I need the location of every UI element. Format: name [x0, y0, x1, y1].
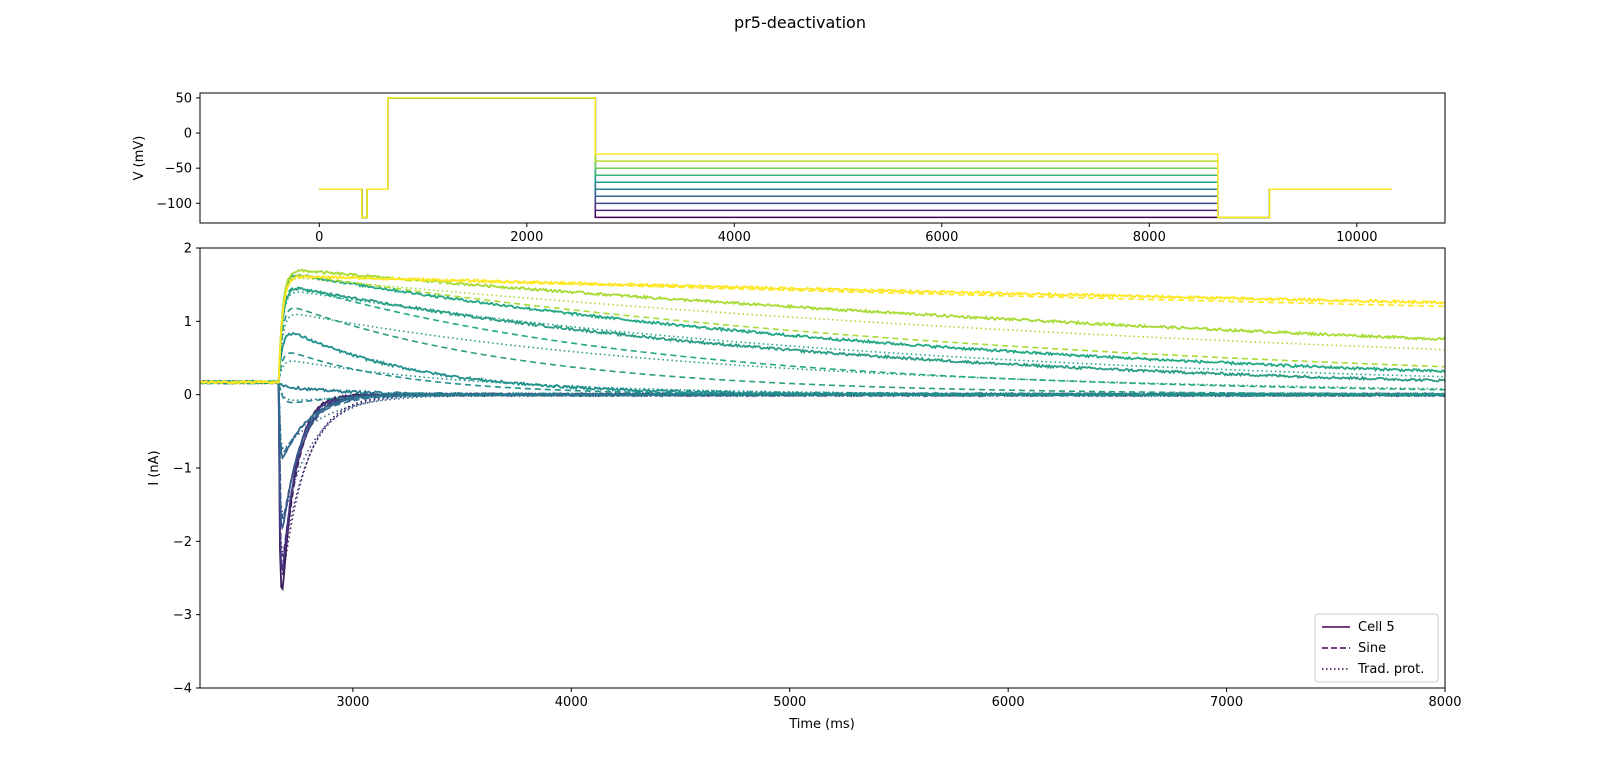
voltage-traces [319, 97, 1392, 219]
current-traces [200, 268, 1445, 592]
voltage-y-tick-label: −100 [156, 197, 192, 212]
sine-trace-3 [200, 381, 1445, 519]
voltage-y-axis-label: V (mV) [132, 136, 147, 181]
voltage-trace-7 [319, 97, 1392, 219]
trad-prot-trace-10 [200, 275, 1445, 383]
voltage-trace-1 [319, 97, 1392, 219]
voltage-trace-4 [319, 97, 1392, 219]
current-x-tick-label: 5000 [773, 695, 806, 710]
trad-prot-trace-4 [200, 381, 1445, 450]
cell-trace-8 [200, 273, 1445, 386]
current-axes-frame [199, 247, 1446, 689]
current-y-tick-label: 1 [184, 315, 192, 330]
current-y-tick-label: 2 [184, 242, 192, 257]
voltage-y-tick-label: 50 [175, 91, 192, 106]
current-x-tick-label: 4000 [555, 695, 588, 710]
cell-trace-2 [200, 379, 1445, 572]
current-x-ticks: 3000 4000 5000 6000 7000 8000 [336, 688, 1462, 710]
sine-trace-9 [200, 274, 1445, 383]
cell-trace-6 [200, 331, 1445, 398]
current-y-ticks: 2 1 0 −1 −2 −3 −4 [173, 242, 200, 697]
trad-prot-trace-2 [200, 381, 1445, 557]
current-y-tick-label: −4 [173, 682, 192, 697]
voltage-panel: 0 2000 4000 6000 8000 10000 50 0 −50 −100 V (mV) [132, 91, 1446, 245]
sine-trace-4 [200, 381, 1445, 454]
current-y-axis-label: I (nA) [147, 450, 162, 485]
sine-trace-7 [200, 307, 1445, 395]
trad-prot-trace-1 [200, 381, 1445, 572]
current-y-tick-label: −3 [173, 608, 192, 623]
current-panel: 3000 4000 5000 6000 7000 8000 2 1 0 −1 −2 −3 −4 I (… [147, 242, 1462, 733]
voltage-y-tick-label: 0 [184, 127, 192, 142]
current-y-tick-label: −1 [173, 462, 192, 477]
sine-trace-6 [200, 352, 1445, 396]
legend-label-cell: Cell 5 [1358, 620, 1395, 635]
legend-label-trad: Trad. prot. [1357, 662, 1424, 677]
voltage-trace-10 [319, 97, 1392, 219]
sine-trace-2 [200, 381, 1445, 557]
voltage-x-ticks: 0 2000 4000 6000 8000 10000 [315, 223, 1377, 245]
voltage-trace-9 [319, 97, 1392, 219]
current-x-axis-label: Time (ms) [788, 717, 855, 732]
sine-trace-1 [200, 381, 1445, 576]
current-x-tick-label: 3000 [336, 695, 369, 710]
figure-title: pr5-deactivation [734, 13, 866, 32]
voltage-trace-3 [319, 97, 1392, 219]
trad-prot-trace-9 [200, 277, 1445, 383]
voltage-x-tick-label: 0 [315, 230, 323, 245]
voltage-x-tick-label: 2000 [510, 230, 543, 245]
legend: Cell 5 Sine Trad. prot. [1314, 613, 1439, 683]
legend-label-sine: Sine [1358, 641, 1386, 656]
current-x-tick-label: 6000 [992, 695, 1025, 710]
voltage-trace-6 [319, 97, 1392, 219]
sine-trace-10 [200, 275, 1445, 383]
trad-prot-trace-3 [200, 381, 1445, 520]
trad-prot-trace-7 [200, 313, 1445, 390]
voltage-axes-frame [199, 92, 1446, 224]
cell-trace-7 [200, 286, 1445, 385]
voltage-x-tick-label: 8000 [1133, 230, 1166, 245]
trad-prot-trace-6 [200, 360, 1445, 396]
voltage-trace-2 [319, 97, 1392, 219]
cell-trace-1 [200, 379, 1445, 592]
legend-frame [1314, 613, 1439, 683]
voltage-x-tick-label: 6000 [925, 230, 958, 245]
cell-trace-4 [200, 379, 1445, 460]
voltage-x-tick-label: 10000 [1336, 230, 1377, 245]
voltage-y-ticks: 50 0 −50 −100 [156, 91, 200, 212]
voltage-trace-8 [319, 97, 1392, 219]
cell-trace-3 [200, 379, 1445, 530]
cell-trace-10 [200, 274, 1445, 385]
current-y-tick-label: 0 [184, 388, 192, 403]
current-x-tick-label: 8000 [1428, 695, 1461, 710]
current-x-tick-label: 7000 [1210, 695, 1243, 710]
current-y-tick-label: −2 [173, 535, 192, 550]
sine-trace-8 [200, 286, 1445, 391]
voltage-x-tick-label: 4000 [718, 230, 751, 245]
voltage-trace-5 [319, 97, 1392, 219]
voltage-y-tick-label: −50 [165, 162, 192, 177]
